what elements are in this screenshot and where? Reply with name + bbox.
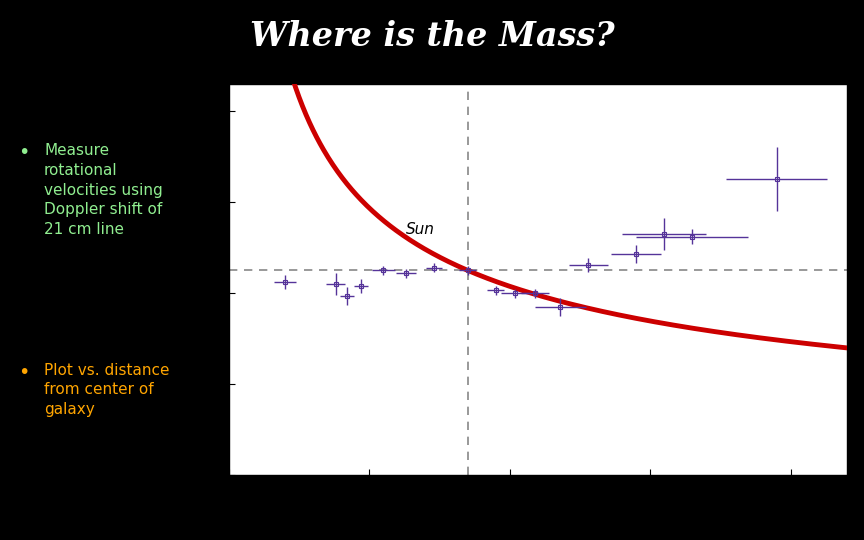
- Text: Plot vs. distance
from center of
galaxy: Plot vs. distance from center of galaxy: [44, 362, 169, 417]
- Y-axis label: Orbital speed (km/s): Orbital speed (km/s): [177, 201, 192, 358]
- Text: Sun: Sun: [406, 221, 435, 237]
- Text: •: •: [17, 143, 29, 162]
- Text: Measure
rotational
velocities using
Doppler shift of
21 cm line: Measure rotational velocities using Dopp…: [44, 143, 162, 237]
- Text: •: •: [17, 362, 29, 381]
- X-axis label: Distance from center (kpc): Distance from center (kpc): [435, 500, 640, 515]
- Text: Where is the Mass?: Where is the Mass?: [250, 20, 614, 53]
